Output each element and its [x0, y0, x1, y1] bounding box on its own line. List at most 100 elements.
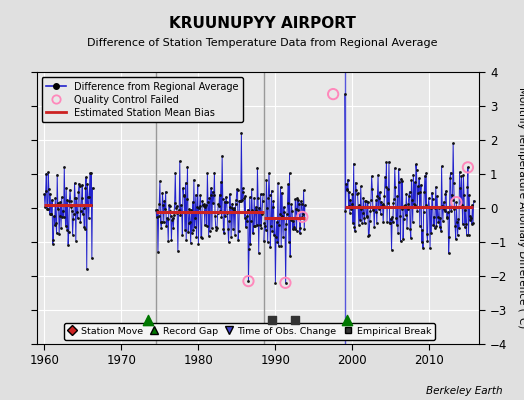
Point — [181, 180, 190, 186]
Point — [420, 188, 429, 195]
Point — [176, 158, 184, 164]
Point — [223, 210, 232, 216]
Point — [83, 266, 91, 272]
Point — [450, 180, 458, 187]
Point — [272, 218, 281, 225]
Point — [457, 173, 466, 179]
Point — [162, 222, 170, 229]
Point — [53, 172, 61, 178]
Point — [176, 212, 184, 218]
Point — [84, 194, 92, 200]
Point — [270, 232, 278, 239]
Point — [442, 188, 450, 194]
Point — [292, 206, 300, 212]
Point — [357, 206, 366, 212]
Point — [69, 232, 77, 238]
Point — [53, 206, 62, 212]
Point — [466, 216, 474, 223]
Point — [178, 232, 187, 238]
Point — [409, 218, 417, 225]
Point — [370, 224, 378, 230]
Point — [267, 188, 276, 194]
Point — [453, 218, 461, 225]
Point — [415, 175, 423, 182]
Point — [174, 209, 183, 215]
Point — [401, 212, 410, 219]
Point — [329, 91, 337, 97]
Point — [425, 204, 433, 210]
Point — [202, 202, 210, 209]
Point — [287, 201, 296, 208]
Point — [350, 160, 358, 167]
Point — [52, 230, 61, 237]
Point — [432, 223, 441, 230]
Point — [70, 180, 79, 186]
Point — [282, 221, 290, 228]
Point — [195, 203, 204, 209]
Point — [87, 170, 95, 176]
Point — [227, 205, 236, 211]
Point — [226, 204, 235, 210]
Point — [207, 184, 215, 191]
Point — [165, 202, 173, 208]
Point — [237, 130, 246, 136]
Point — [409, 172, 418, 178]
Point — [430, 225, 439, 231]
Point — [421, 202, 430, 208]
Point — [152, 206, 160, 213]
Point — [75, 182, 84, 189]
Point — [232, 197, 241, 203]
Point — [226, 191, 234, 197]
Point — [341, 208, 350, 214]
Point — [215, 202, 223, 209]
Point — [225, 217, 233, 224]
Point — [468, 202, 477, 208]
Point — [384, 185, 392, 192]
Point — [163, 215, 171, 221]
Point — [89, 185, 97, 191]
Point — [290, 317, 299, 323]
Point — [399, 236, 407, 242]
Point — [185, 206, 193, 212]
Point — [269, 204, 277, 211]
Point — [59, 207, 67, 214]
Point — [58, 214, 67, 220]
Point — [235, 198, 244, 204]
Point — [187, 207, 195, 213]
Point — [241, 215, 249, 221]
Point — [205, 195, 213, 201]
Point — [443, 215, 452, 221]
Point — [347, 201, 356, 208]
Point — [63, 197, 72, 204]
Point — [168, 217, 176, 223]
Point — [52, 220, 60, 226]
Point — [50, 213, 58, 219]
Point — [158, 190, 167, 196]
Point — [252, 207, 260, 214]
Point — [212, 224, 220, 230]
Point — [193, 182, 202, 188]
Point — [144, 317, 152, 323]
Point — [406, 188, 414, 195]
Point — [73, 209, 81, 216]
Point — [246, 241, 255, 248]
Point — [449, 140, 457, 147]
Point — [427, 230, 435, 236]
Point — [389, 218, 397, 225]
Point — [381, 184, 390, 190]
Point — [269, 198, 278, 204]
Point — [255, 204, 264, 211]
Point — [246, 194, 254, 201]
Point — [290, 223, 298, 230]
Point — [247, 218, 255, 224]
Point — [396, 213, 404, 219]
Point — [209, 188, 217, 195]
Point — [83, 181, 92, 187]
Point — [72, 237, 80, 244]
Point — [456, 185, 464, 192]
Point — [367, 197, 375, 203]
Point — [297, 198, 305, 204]
Point — [274, 180, 282, 186]
Point — [455, 225, 463, 232]
Point — [270, 214, 279, 221]
